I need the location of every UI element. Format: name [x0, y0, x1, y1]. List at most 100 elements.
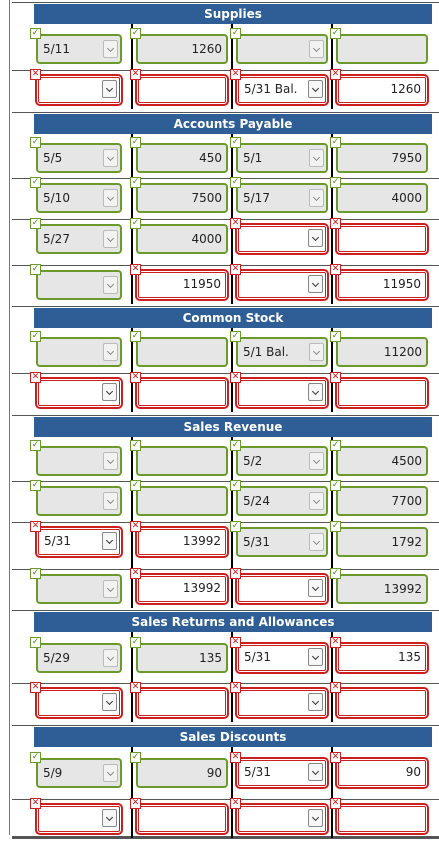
date-select-accounts-payable[interactable] — [36, 270, 122, 300]
chevron-down-icon[interactable] — [308, 229, 323, 247]
column-divider — [131, 328, 133, 412]
date-select-sales-revenue[interactable]: 5/31 — [236, 527, 328, 557]
chevron-down-icon[interactable] — [102, 383, 117, 401]
amount-input-accounts-payable[interactable]: 7500 — [136, 183, 228, 213]
amount-input-sales-revenue[interactable]: 7700 — [336, 486, 428, 516]
amount-input-common-stock[interactable] — [136, 378, 228, 408]
chevron-down-icon[interactable] — [102, 532, 117, 550]
amount-input-sales-discounts[interactable]: 90 — [336, 758, 428, 788]
amount-input-sales-returns-and-allowances[interactable]: 135 — [336, 643, 428, 673]
chevron-down-icon[interactable] — [309, 533, 324, 551]
amount-input-sales-returns-and-allowances[interactable]: 135 — [136, 643, 228, 673]
date-select-sales-returns-and-allowances[interactable] — [36, 688, 122, 718]
chevron-down-icon[interactable] — [103, 230, 118, 248]
date-select-common-stock[interactable] — [236, 378, 328, 408]
amount-input-sales-revenue[interactable] — [136, 446, 228, 476]
amount-input-common-stock[interactable] — [136, 337, 228, 367]
amount-input-common-stock[interactable] — [336, 378, 428, 408]
date-select-accounts-payable[interactable]: 5/27 — [36, 224, 122, 254]
amount-input-sales-discounts[interactable] — [136, 804, 228, 834]
chevron-down-icon[interactable] — [103, 189, 118, 207]
amount-input-sales-revenue[interactable]: 13992 — [136, 574, 228, 604]
date-select-sales-revenue[interactable] — [36, 574, 122, 604]
chevron-down-icon[interactable] — [309, 492, 324, 510]
chevron-down-icon[interactable] — [309, 189, 324, 207]
chevron-down-icon[interactable] — [309, 149, 324, 167]
date-select-common-stock[interactable] — [36, 378, 122, 408]
chevron-down-icon[interactable] — [103, 452, 118, 470]
chevron-down-icon[interactable] — [103, 492, 118, 510]
chevron-down-icon[interactable] — [308, 763, 323, 781]
chevron-down-icon[interactable] — [103, 343, 118, 361]
amount-input-sales-revenue[interactable]: 13992 — [136, 527, 228, 557]
date-select-sales-returns-and-allowances[interactable] — [236, 688, 328, 718]
chevron-down-icon[interactable] — [309, 40, 324, 58]
date-select-common-stock[interactable] — [36, 337, 122, 367]
chevron-down-icon[interactable] — [308, 275, 323, 293]
amount-input-supplies[interactable]: 1260 — [136, 34, 228, 64]
amount-input-accounts-payable[interactable] — [336, 224, 428, 254]
date-select-sales-revenue[interactable]: 5/2 — [236, 446, 328, 476]
amount-input-accounts-payable[interactable]: 7950 — [336, 143, 428, 173]
amount-input-sales-returns-and-allowances[interactable] — [336, 688, 428, 718]
date-select-supplies[interactable]: 5/11 — [36, 34, 122, 64]
amount-input-supplies[interactable] — [136, 75, 228, 105]
chevron-down-icon[interactable] — [308, 579, 323, 597]
date-select-accounts-payable[interactable]: 5/5 — [36, 143, 122, 173]
amount-input-supplies[interactable]: 1260 — [336, 75, 428, 105]
amount-input-accounts-payable[interactable]: 450 — [136, 143, 228, 173]
chevron-down-icon[interactable] — [103, 40, 118, 58]
amount-input-accounts-payable[interactable]: 4000 — [136, 224, 228, 254]
date-select-sales-returns-and-allowances[interactable]: 5/29 — [36, 643, 122, 673]
chevron-down-icon[interactable] — [102, 80, 117, 98]
amount-input-sales-revenue[interactable]: 1792 — [336, 527, 428, 557]
amount-input-sales-revenue[interactable]: 13992 — [336, 574, 428, 604]
date-select-supplies[interactable] — [236, 34, 328, 64]
chevron-down-icon[interactable] — [103, 649, 118, 667]
left-border — [0, 0, 10, 835]
date-select-sales-revenue[interactable] — [36, 486, 122, 516]
amount-input-sales-discounts[interactable] — [336, 804, 428, 834]
chevron-down-icon[interactable] — [309, 343, 324, 361]
chevron-down-icon[interactable] — [102, 693, 117, 711]
date-select-sales-discounts[interactable]: 5/31 — [236, 758, 328, 788]
chevron-down-icon[interactable] — [102, 809, 117, 827]
date-select-accounts-payable[interactable]: 5/17 — [236, 183, 328, 213]
date-select-common-stock[interactable]: 5/1 Bal. — [236, 337, 328, 367]
date-select-supplies[interactable] — [36, 75, 122, 105]
amount-input-sales-revenue[interactable]: 4500 — [336, 446, 428, 476]
date-select-accounts-payable[interactable]: 5/10 — [36, 183, 122, 213]
chevron-down-icon[interactable] — [308, 693, 323, 711]
amount-input-accounts-payable[interactable]: 11950 — [136, 270, 228, 300]
chevron-down-icon[interactable] — [308, 809, 323, 827]
date-select-sales-discounts[interactable] — [36, 804, 122, 834]
date-select-sales-revenue[interactable]: 5/24 — [236, 486, 328, 516]
amount-input-accounts-payable[interactable]: 4000 — [336, 183, 428, 213]
amount-input-sales-discounts[interactable]: 90 — [136, 758, 228, 788]
chevron-down-icon[interactable] — [103, 764, 118, 782]
chevron-down-icon[interactable] — [103, 580, 118, 598]
amount-input-sales-revenue[interactable] — [136, 486, 228, 516]
date-select-accounts-payable[interactable]: 5/1 — [236, 143, 328, 173]
chevron-down-icon[interactable] — [308, 80, 323, 98]
date-select-sales-returns-and-allowances[interactable]: 5/31 — [236, 643, 328, 673]
date-select-accounts-payable[interactable] — [236, 270, 328, 300]
date-select-sales-discounts[interactable]: 5/9 — [36, 758, 122, 788]
chevron-down-icon[interactable] — [103, 149, 118, 167]
amount-input-supplies[interactable] — [336, 34, 428, 64]
check-mark-icon: ✓ — [230, 177, 241, 188]
date-select-sales-revenue[interactable] — [36, 446, 122, 476]
x-mark-icon: ✕ — [330, 69, 341, 80]
date-select-sales-revenue[interactable] — [236, 574, 328, 604]
chevron-down-icon[interactable] — [308, 383, 323, 401]
amount-input-common-stock[interactable]: 11200 — [336, 337, 428, 367]
date-select-supplies[interactable]: 5/31 Bal. — [236, 75, 328, 105]
chevron-down-icon[interactable] — [308, 648, 323, 666]
chevron-down-icon[interactable] — [309, 452, 324, 470]
date-select-accounts-payable[interactable] — [236, 224, 328, 254]
date-select-sales-discounts[interactable] — [236, 804, 328, 834]
amount-input-accounts-payable[interactable]: 11950 — [336, 270, 428, 300]
date-select-sales-revenue[interactable]: 5/31 — [36, 527, 122, 557]
amount-input-sales-returns-and-allowances[interactable] — [136, 688, 228, 718]
chevron-down-icon[interactable] — [103, 276, 118, 294]
